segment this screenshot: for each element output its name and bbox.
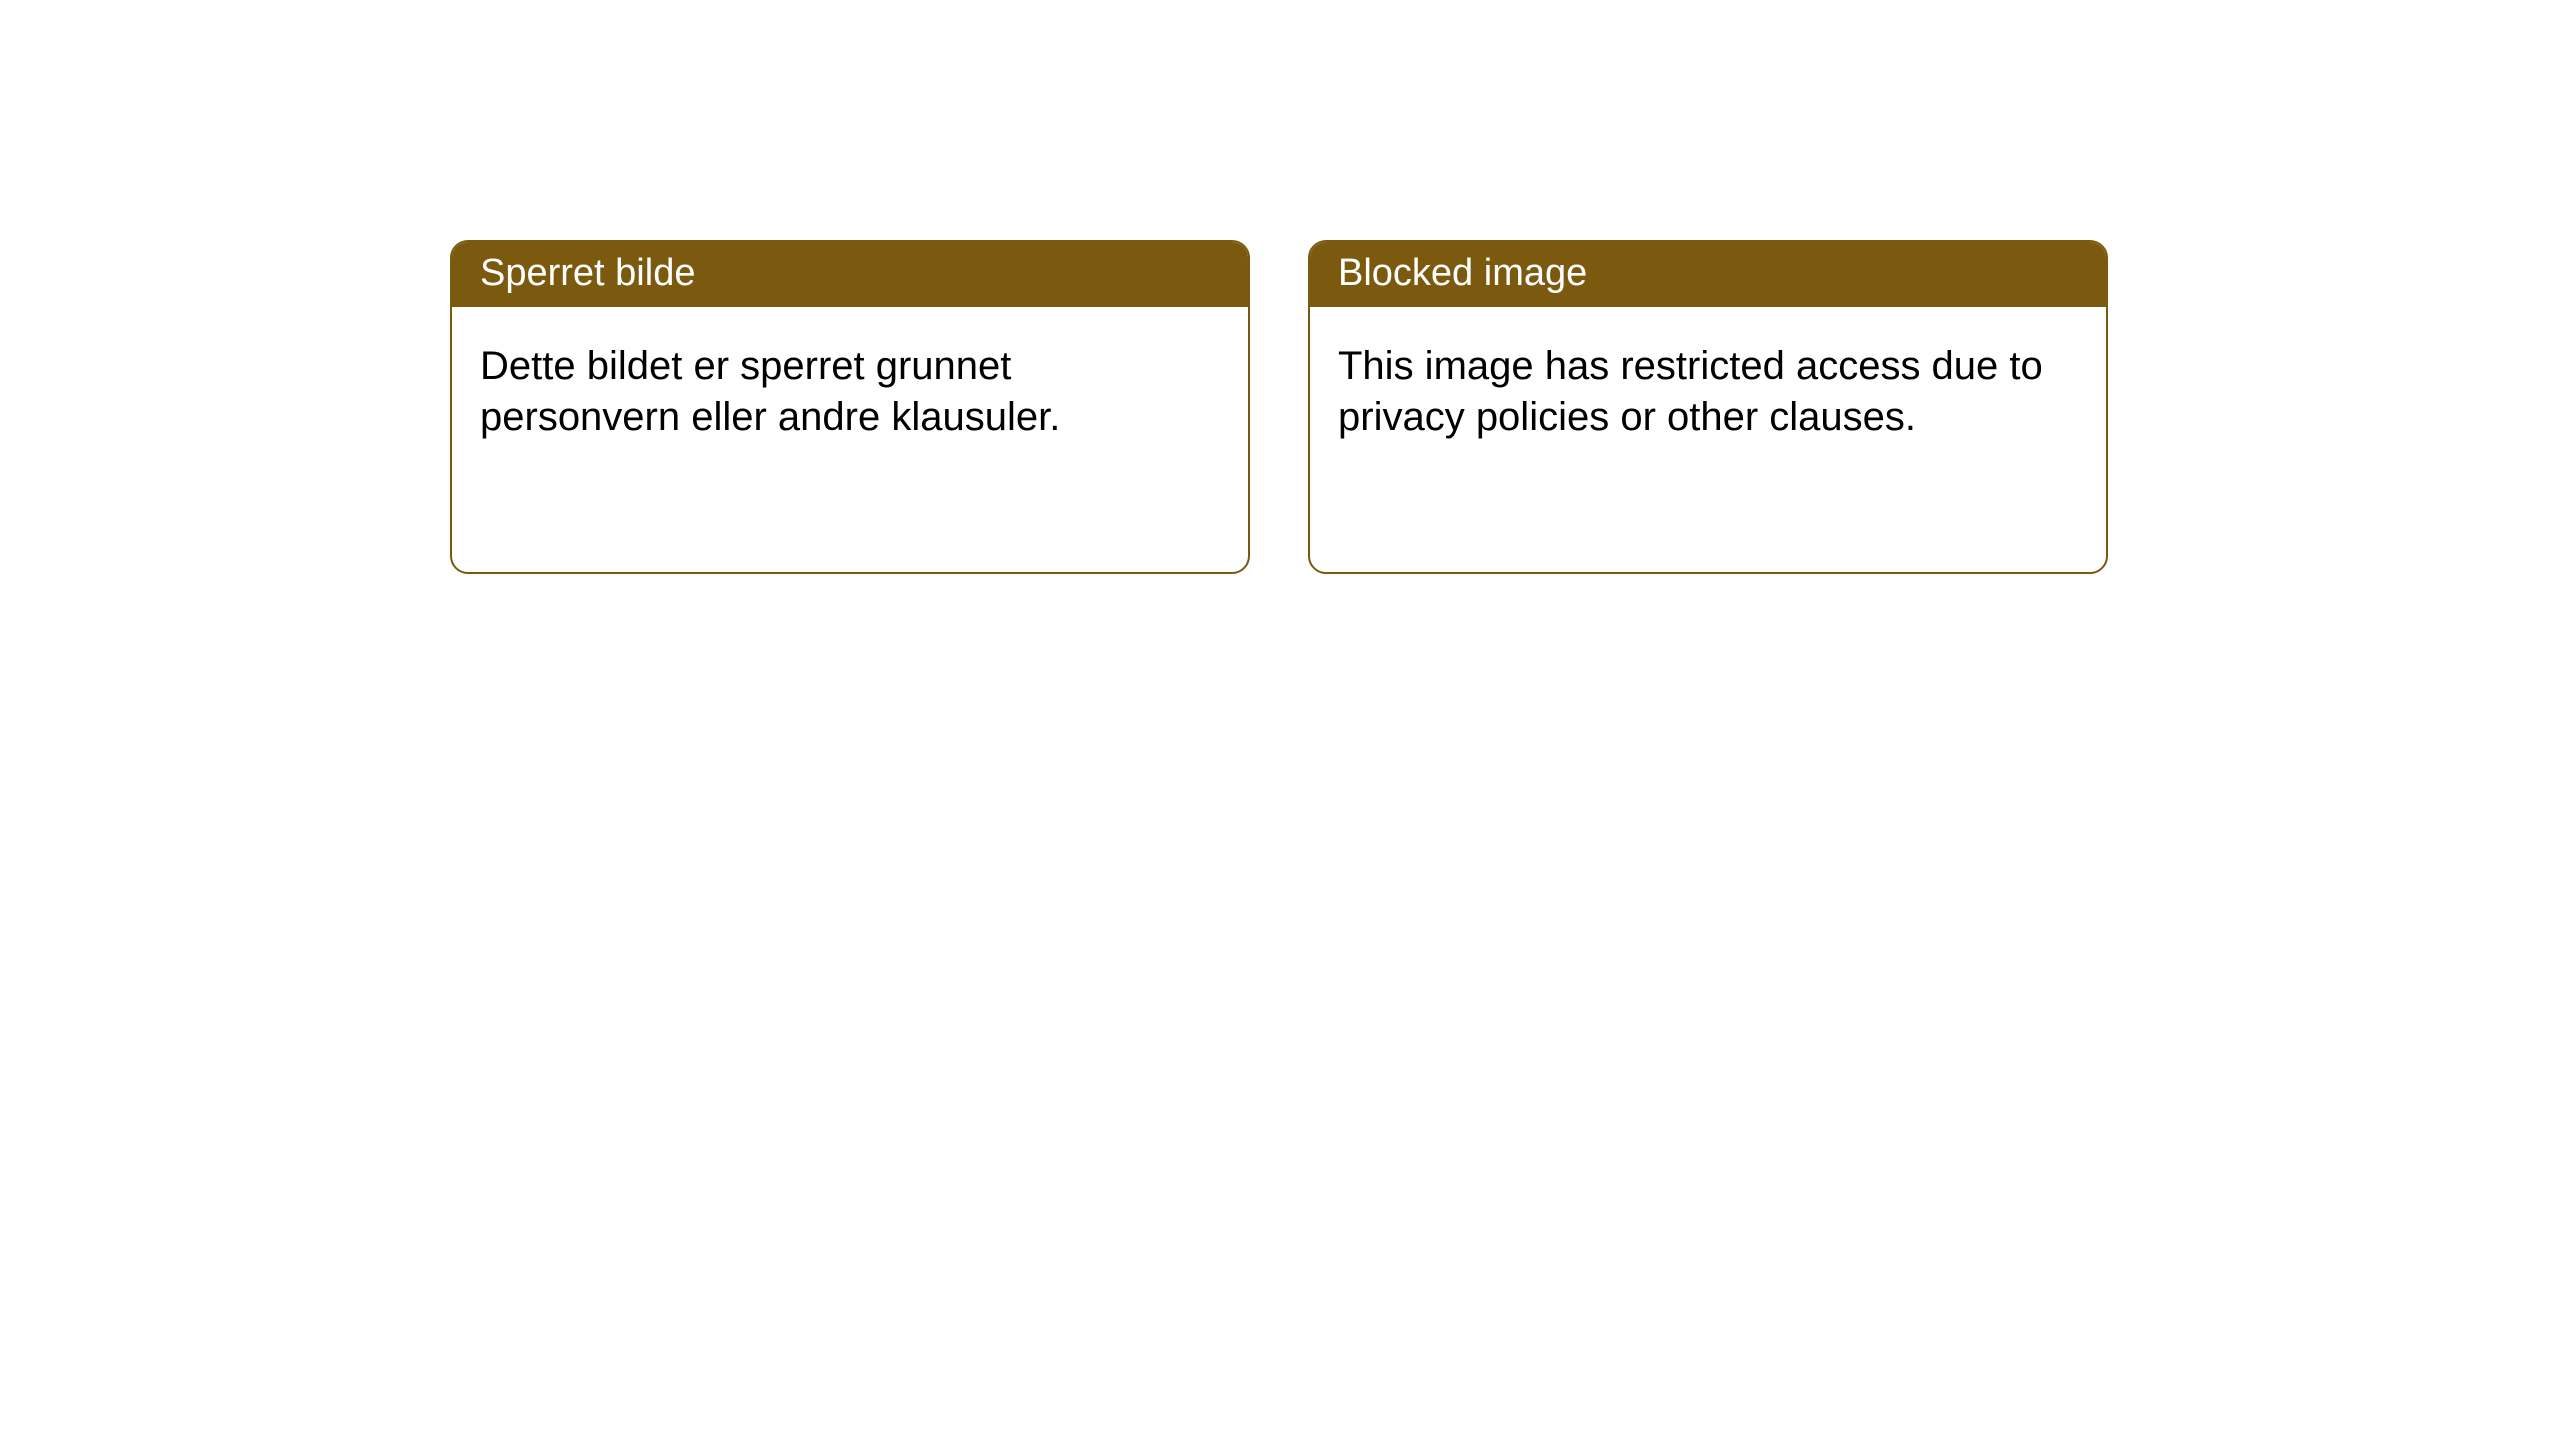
notice-body-norwegian: Dette bildet er sperret grunnet personve… bbox=[452, 307, 1248, 477]
notice-container: Sperret bilde Dette bildet er sperret gr… bbox=[450, 240, 2108, 574]
notice-title-english: Blocked image bbox=[1310, 242, 2106, 307]
notice-body-english: This image has restricted access due to … bbox=[1310, 307, 2106, 477]
notice-title-norwegian: Sperret bilde bbox=[452, 242, 1248, 307]
notice-card-norwegian: Sperret bilde Dette bildet er sperret gr… bbox=[450, 240, 1250, 574]
notice-card-english: Blocked image This image has restricted … bbox=[1308, 240, 2108, 574]
